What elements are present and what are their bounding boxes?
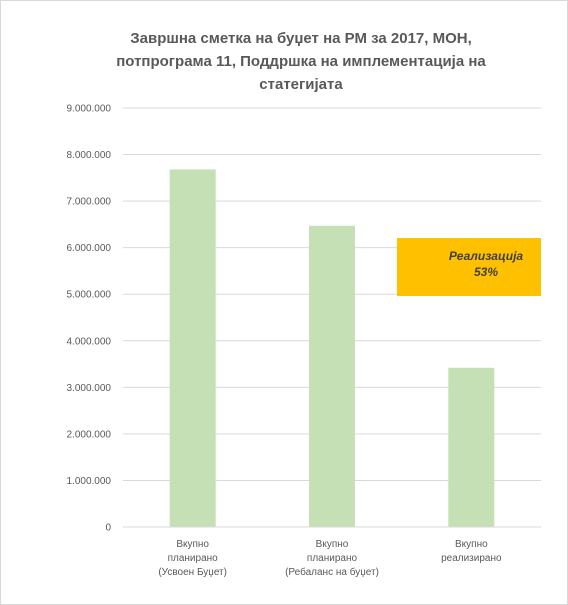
category-label: (Ребаланс на буџет) <box>285 566 379 578</box>
chart-title-line: потпрограма 11, Поддршка на имплементаци… <box>116 53 486 70</box>
bar <box>169 169 216 527</box>
category-label: планирано <box>307 553 358 564</box>
y-tick-label: 7.000.000 <box>67 197 112 208</box>
y-tick-label: 0 <box>105 523 111 534</box>
annotation-text: Реализација <box>449 249 523 263</box>
y-tick-label: 1.000.000 <box>67 476 112 487</box>
bar <box>448 367 495 527</box>
category-label: (Усвоен Буџет) <box>158 567 227 578</box>
y-tick-label: 6.000.000 <box>67 243 112 254</box>
annotation-text: 53% <box>474 265 498 279</box>
y-tick-label: 9.000.000 <box>67 104 112 115</box>
annotation-box <box>397 238 541 296</box>
category-labels: Вкупно планирано (Усвоен Буџет) Вкупно плани… <box>158 539 502 578</box>
bar <box>309 225 355 527</box>
realization-annotation: Реализација 53% <box>397 238 541 296</box>
y-tick-label: 4.000.000 <box>67 336 112 347</box>
y-axis-tick-labels: 0 1.000.000 2.000.000 3.000.000 4.000.000 5.0… <box>67 104 112 534</box>
bars <box>169 169 495 527</box>
chart-title-line: статегијата <box>259 76 343 93</box>
category-label: планирано <box>168 553 219 564</box>
category-label: Вкупно <box>455 539 488 550</box>
y-tick-label: 8.000.000 <box>67 150 112 161</box>
y-tick-label: 5.000.000 <box>67 290 112 301</box>
y-tick-label: 2.000.000 <box>67 429 112 440</box>
category-label: Вкупно <box>316 539 349 550</box>
chart-title: Завршна сметка на буџет на РМ за 2017, М… <box>116 30 486 93</box>
category-label: реализирано <box>441 553 502 564</box>
category-label: Вкупно <box>176 539 209 550</box>
chart-title-line: Завршна сметка на буџет на РМ за 2017, М… <box>130 30 472 47</box>
y-tick-label: 3.000.000 <box>67 383 112 394</box>
